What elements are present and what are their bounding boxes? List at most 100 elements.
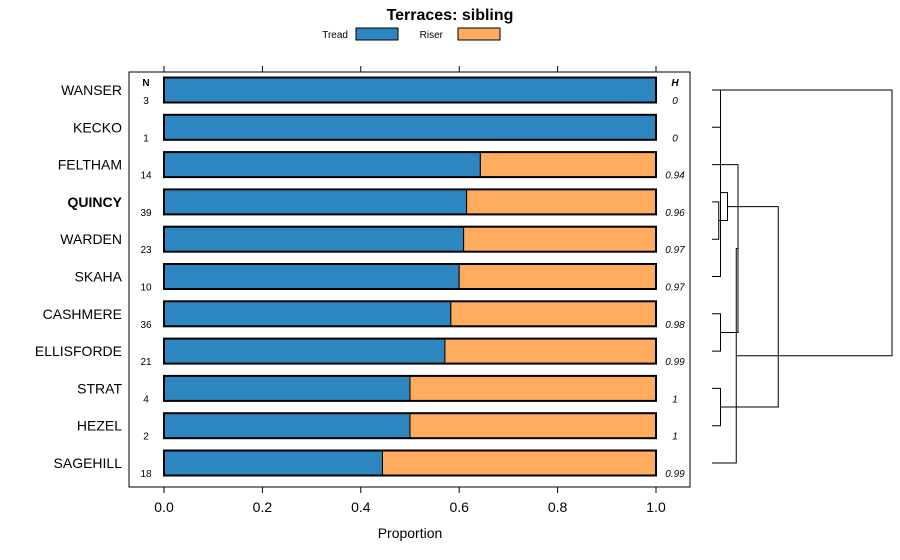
bar-outline	[163, 188, 657, 216]
category-label: QUINCY	[68, 194, 123, 210]
n-value: 10	[140, 283, 152, 294]
h-column-header: H	[671, 78, 679, 89]
dendrogram-link	[720, 206, 779, 408]
bar-tread	[163, 300, 452, 327]
bar-row: SAGEHILL 18 0.99	[54, 449, 685, 480]
bar-tread	[163, 412, 411, 439]
bar-tread	[163, 338, 446, 365]
bar-outline	[163, 113, 657, 141]
x-tick-label: 0.8	[548, 499, 568, 515]
bar-riser	[458, 263, 657, 290]
bar-row: WANSER 3 0	[61, 76, 678, 107]
bar-riser	[409, 375, 657, 402]
bar-outline	[163, 76, 657, 104]
bar-row: WARDEN 23 0.97	[60, 225, 685, 256]
h-value: 0	[672, 133, 678, 144]
bar-row: STRAT 4 1	[77, 374, 678, 405]
x-tick-label: 0.2	[253, 499, 273, 515]
h-value: 0.98	[665, 320, 685, 331]
x-axis-label: Proportion	[378, 525, 443, 541]
dendrogram-link	[712, 89, 893, 357]
x-axis: 0.0 0.2 0.4 0.6 0.8 1.0	[154, 487, 666, 515]
dendrogram-link	[712, 248, 738, 464]
h-value: 0.97	[665, 245, 685, 256]
category-label: WARDEN	[60, 231, 122, 247]
bar-outline	[163, 337, 657, 365]
bar-outline	[163, 263, 657, 290]
h-value: 0.97	[665, 283, 685, 294]
bar-outline	[163, 449, 657, 477]
bar-tread	[163, 450, 383, 476]
h-value: 0	[672, 96, 678, 107]
bar-row: QUINCY 39 0.96	[68, 188, 685, 219]
bar-tread	[163, 226, 465, 253]
n-value: 23	[140, 245, 152, 256]
dendrogram-link	[712, 89, 721, 128]
category-label: CASHMERE	[43, 306, 122, 322]
category-label: SKAHA	[75, 269, 123, 285]
bar-riser	[450, 300, 657, 327]
x-tick-label: 0.6	[449, 499, 469, 515]
bar-row: KECKO 1 0	[73, 113, 678, 144]
legend-label-riser: Riser	[420, 30, 444, 41]
category-label: SAGEHILL	[54, 455, 123, 471]
bar-outline	[163, 300, 657, 328]
x-tick-label: 1.0	[646, 499, 666, 515]
bar-tread	[163, 151, 481, 178]
category-label: ELLISFORDE	[35, 343, 122, 359]
bar-outline	[163, 225, 657, 253]
n-value: 3	[143, 96, 149, 107]
category-label: HEZEL	[77, 418, 122, 434]
n-value: 4	[143, 394, 149, 405]
x-tick-label: 0.4	[351, 499, 371, 515]
dendrogram-link	[712, 164, 739, 333]
bar-row: FELTHAM 14 0.94	[58, 151, 685, 182]
n-value: 14	[140, 171, 152, 182]
dendrogram-link	[712, 201, 720, 240]
bar-row: CASHMERE 36 0.98	[43, 300, 685, 331]
bar-riser	[381, 450, 657, 476]
n-value: 18	[140, 469, 152, 480]
h-value: 1	[672, 394, 678, 405]
plot-frame	[128, 71, 691, 488]
bar-outline	[163, 374, 657, 402]
bar-riser	[444, 338, 657, 365]
bar-row: SKAHA 10 0.97	[75, 263, 685, 294]
bar-riser	[409, 412, 657, 439]
bar-row: ELLISFORDE 21 0.99	[35, 337, 685, 368]
dendrogram	[712, 89, 893, 464]
h-value: 0.99	[665, 357, 685, 368]
h-value: 0.99	[665, 469, 685, 480]
chart-title: Terraces: sibling	[387, 7, 514, 24]
bar-tread	[163, 77, 657, 103]
n-value: 1	[143, 133, 149, 144]
h-value: 1	[672, 432, 678, 443]
n-value: 36	[140, 320, 152, 331]
category-label: STRAT	[77, 380, 122, 396]
n-value: 2	[143, 432, 149, 443]
dendrogram-link	[712, 313, 721, 352]
n-value: 39	[140, 208, 152, 219]
bar-outline	[163, 412, 657, 440]
h-value: 0.96	[665, 208, 685, 219]
bar-riser	[479, 151, 657, 178]
bar-riser	[466, 188, 657, 215]
legend-label-tread: Tread	[322, 30, 348, 41]
category-label: FELTHAM	[58, 157, 122, 173]
category-label: WANSER	[61, 82, 122, 98]
bar-tread	[163, 188, 468, 215]
n-column-header: N	[142, 78, 149, 89]
x-tick-label: 0.0	[154, 499, 174, 515]
bar-outline	[163, 151, 657, 179]
dendrogram-link	[712, 387, 721, 427]
top-axis-ticks	[163, 66, 657, 72]
bar-riser	[463, 226, 657, 253]
dendrogram-link	[712, 108, 721, 277]
legend: Tread Riser	[322, 27, 501, 41]
category-label: KECKO	[73, 119, 122, 135]
bar-tread	[163, 375, 411, 402]
n-value: 21	[140, 357, 152, 368]
bar-tread	[163, 263, 460, 290]
